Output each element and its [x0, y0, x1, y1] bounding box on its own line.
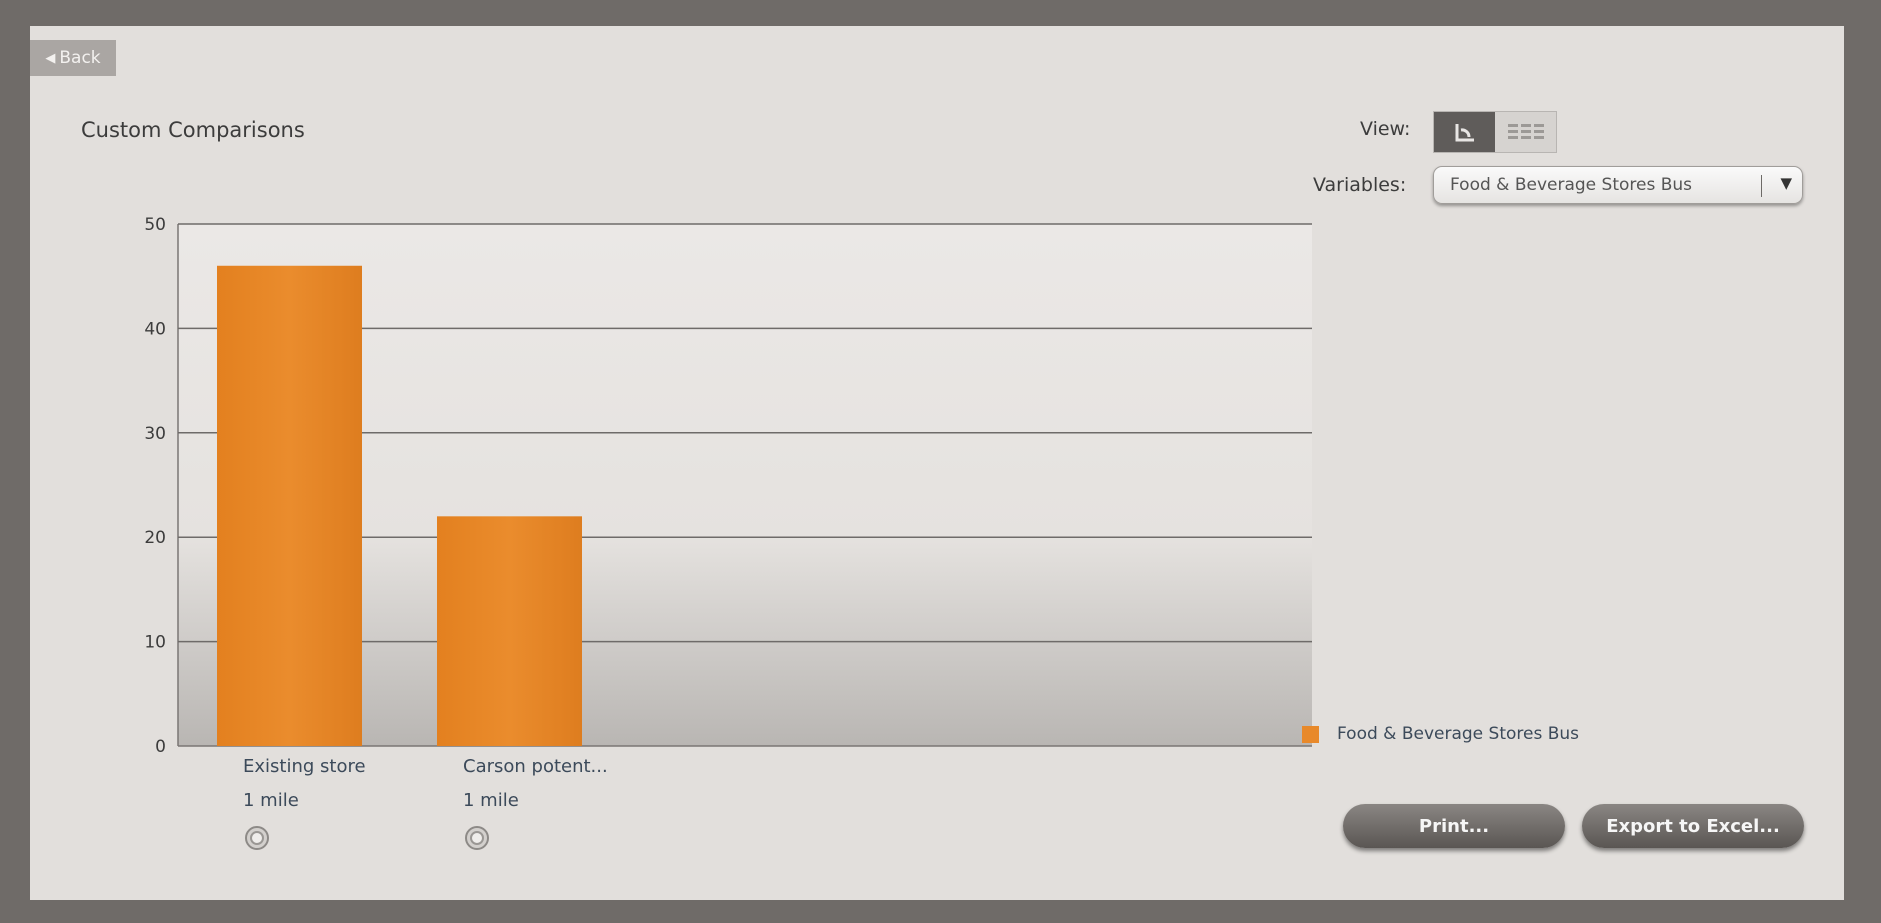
chevron-down-icon[interactable]: ▼: [1780, 174, 1792, 192]
back-button-label: Back: [59, 48, 101, 68]
back-arrow-icon: ◀: [45, 50, 56, 66]
x-tick-label: Existing store: [243, 756, 366, 777]
chart-view-icon[interactable]: [1434, 112, 1495, 152]
print-button[interactable]: Print...: [1343, 804, 1565, 848]
y-tick-label: 0: [155, 737, 166, 757]
view-toggle[interactable]: [1433, 111, 1557, 153]
table-view-icon[interactable]: [1495, 112, 1556, 152]
plot-area: [178, 224, 1312, 746]
bar-chart: 0 10 20 30 40 50: [144, 215, 1312, 757]
y-tick-label: 20: [144, 528, 166, 548]
y-tick-label: 50: [144, 215, 166, 235]
bar[interactable]: [217, 265, 362, 746]
bar[interactable]: [437, 516, 582, 746]
radio-icon[interactable]: [465, 826, 489, 850]
back-button[interactable]: ◀ Back: [30, 40, 116, 76]
radio-icon[interactable]: [245, 826, 269, 850]
legend-swatch: [1302, 725, 1319, 743]
export-to-excel-button[interactable]: Export to Excel...: [1582, 804, 1804, 848]
view-label: View:: [1360, 118, 1411, 140]
variables-label: Variables:: [1313, 174, 1407, 196]
x-tick-label: Carson potent...: [463, 756, 608, 777]
variables-dropdown-value: Food & Beverage Stores Bus: [1450, 175, 1693, 195]
x-sublabel: 1 mile: [243, 790, 299, 811]
chart-legend: Food & Beverage Stores Bus: [1302, 724, 1579, 744]
y-tick-label: 30: [144, 424, 166, 444]
x-sublabel: 1 mile: [463, 790, 519, 811]
dropdown-separator: [1761, 175, 1762, 197]
legend-label: Food & Beverage Stores Bus: [1337, 724, 1580, 744]
page-title: Custom Comparisons: [81, 118, 305, 142]
y-tick-label: 40: [144, 319, 166, 339]
custom-comparisons-panel: ◀ Back Custom Comparisons 0 10 20 30 40 50 Ex…: [30, 26, 1844, 900]
y-tick-label: 10: [144, 633, 166, 653]
variables-dropdown[interactable]: Food & Beverage Stores Bus ▼: [1433, 166, 1803, 204]
